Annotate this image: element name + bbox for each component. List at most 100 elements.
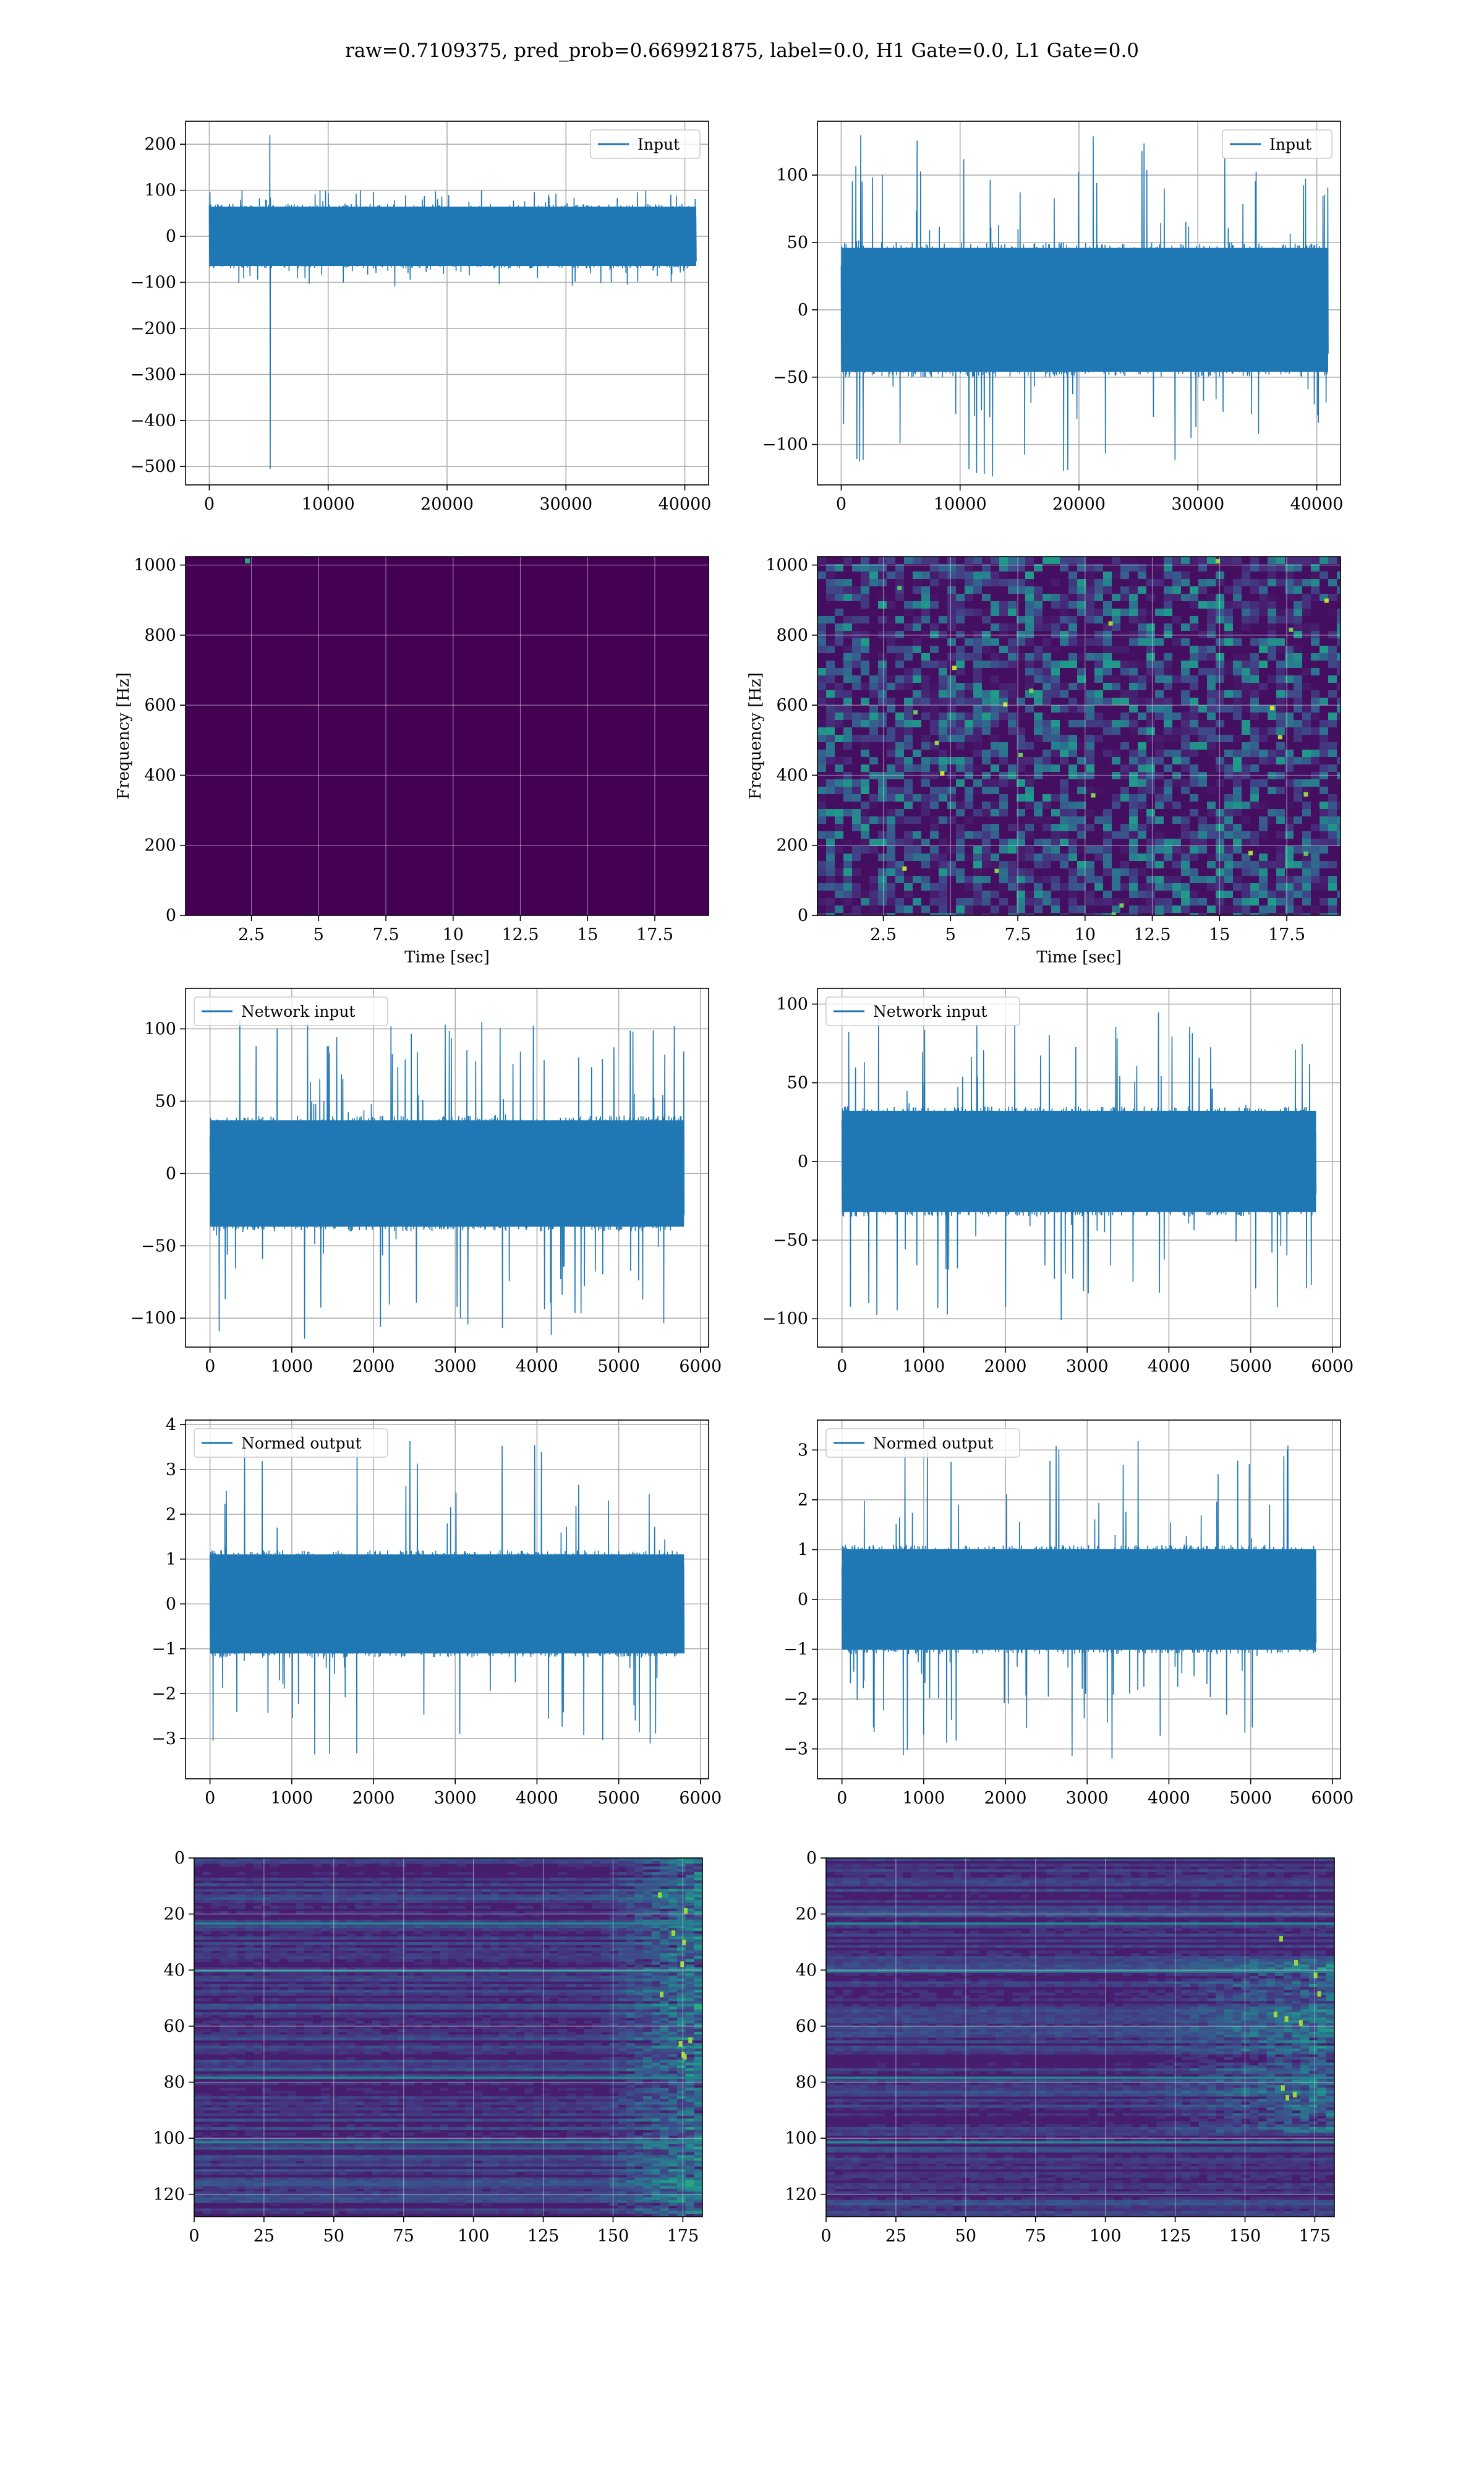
- heatmap-cell: [1094, 675, 1103, 683]
- heatmap-cell: [1034, 802, 1043, 809]
- heatmap-cell: [321, 1992, 330, 1996]
- heatmap-cell: [676, 1866, 686, 1870]
- heatmap-cell: [826, 757, 835, 764]
- heatmap-cell: [406, 1948, 415, 1951]
- heatmap-cell: [456, 1860, 466, 1864]
- heatmap-cell: [558, 1877, 568, 1881]
- heatmap-cell: [956, 713, 965, 720]
- heatmap-cell: [364, 1906, 373, 1909]
- heatmap-cell: [973, 891, 982, 898]
- heatmap-cell: [643, 1992, 652, 1996]
- heatmap-cell: [1207, 883, 1216, 891]
- heatmap-cell: [676, 1978, 686, 1982]
- heatmap-cell: [1198, 601, 1207, 609]
- heatmap-cell: [304, 1992, 313, 1996]
- heatmap-cell: [1094, 564, 1103, 571]
- heatmap-cell: [1242, 861, 1250, 868]
- heatmap-cell: [397, 1950, 406, 1954]
- heatmap-cell: [380, 2037, 390, 2041]
- heatmap-cell: [895, 579, 904, 586]
- heatmap-cell: [947, 868, 956, 876]
- heatmap-cell: [676, 2012, 686, 2016]
- heatmap-cell: [826, 861, 835, 868]
- heatmap-cell: [270, 1897, 279, 1901]
- heatmap-cell: [575, 2003, 584, 2007]
- heatmap-cell: [1120, 764, 1129, 772]
- heatmap-cell: [507, 1989, 517, 1993]
- heatmap-cell: [279, 2029, 288, 2032]
- heatmap-cell: [1242, 854, 1250, 861]
- heatmap-cell: [1017, 742, 1025, 750]
- heatmap-cell: [634, 1989, 644, 1993]
- heatmap-cell: [1181, 883, 1190, 891]
- heatmap-cell: [584, 1953, 593, 1957]
- heatmap-cell: [524, 1858, 534, 1862]
- heatmap-cell: [474, 2003, 483, 2007]
- heatmap-cell: [973, 653, 982, 661]
- heatmap-cell: [660, 1914, 669, 1917]
- heatmap-cell: [1294, 586, 1302, 594]
- heatmap-cell: [380, 2034, 390, 2038]
- heatmap-cell: [913, 579, 921, 586]
- heatmap-cell: [1068, 631, 1077, 638]
- heatmap-cell: [895, 794, 904, 802]
- heatmap-cell: [304, 1941, 313, 1945]
- heatmap-cell: [296, 1948, 305, 1951]
- heatmap-cell: [550, 2034, 559, 2038]
- heatmap-cell: [651, 1894, 660, 1898]
- heatmap-cell: [685, 1875, 694, 1878]
- heatmap-cell: [448, 2029, 458, 2032]
- heatmap-cell: [228, 1941, 237, 1945]
- heatmap-cell: [956, 735, 965, 742]
- heatmap-cell: [372, 2006, 381, 2010]
- heatmap-cell: [1242, 913, 1250, 915]
- heatmap-cell: [1120, 794, 1129, 802]
- heatmap-cell: [999, 631, 1008, 638]
- x-tick-label: 2000: [352, 1357, 395, 1376]
- heatmap-cell: [355, 2012, 364, 2016]
- heatmap-cell: [1190, 698, 1198, 705]
- heatmap-cell: [651, 2012, 660, 2016]
- heatmap-cell: [346, 1987, 356, 1990]
- heatmap-cell: [651, 2006, 660, 2010]
- heatmap-cell: [1164, 661, 1172, 668]
- heatmap-cell: [1008, 861, 1017, 868]
- heatmap-cell: [355, 1984, 364, 1987]
- heatmap-cell: [694, 1877, 702, 1881]
- heatmap-cell: [202, 1880, 211, 1884]
- heatmap-cell: [372, 1992, 381, 1996]
- heatmap-cell: [321, 1891, 330, 1895]
- heatmap-cell: [651, 1939, 660, 1943]
- heatmap-cell: [355, 1897, 364, 1901]
- heatmap-cell: [1068, 579, 1077, 586]
- heatmap-cell: [817, 898, 826, 905]
- heatmap-cell: [1034, 727, 1043, 735]
- heatmap-cell: [346, 1967, 356, 1971]
- heatmap-cell: [939, 876, 947, 883]
- heatmap-cell: [499, 1941, 508, 1945]
- heatmap-cell: [507, 1975, 517, 1979]
- heatmap-cell: [533, 2014, 542, 2018]
- heatmap-cell: [676, 2006, 686, 2010]
- heatmap-cell: [1328, 557, 1337, 564]
- heatmap-cell: [1259, 609, 1268, 616]
- heatmap-cell: [869, 898, 878, 905]
- heatmap-cell: [406, 2006, 415, 2010]
- heatmap-cell: [939, 868, 947, 876]
- heatmap-cell: [465, 1989, 474, 1993]
- heatmap-cell: [456, 1899, 466, 1903]
- heatmap-cell: [262, 1894, 271, 1898]
- heatmap-cell: [211, 1953, 220, 1957]
- heatmap-cell: [852, 683, 861, 690]
- heatmap-cell: [194, 2043, 203, 2047]
- heatmap-cell: [973, 898, 982, 905]
- heatmap-cell: [1233, 638, 1242, 646]
- heatmap-cell: [194, 2023, 203, 2027]
- heatmap-cell: [558, 2003, 568, 2007]
- heatmap-cell: [609, 1936, 618, 1940]
- heatmap-cell: [253, 1956, 263, 1959]
- heatmap-cell: [826, 646, 835, 653]
- heatmap-cell: [835, 609, 843, 616]
- heatmap-cell: [1268, 616, 1276, 623]
- heatmap-cell: [364, 1911, 373, 1915]
